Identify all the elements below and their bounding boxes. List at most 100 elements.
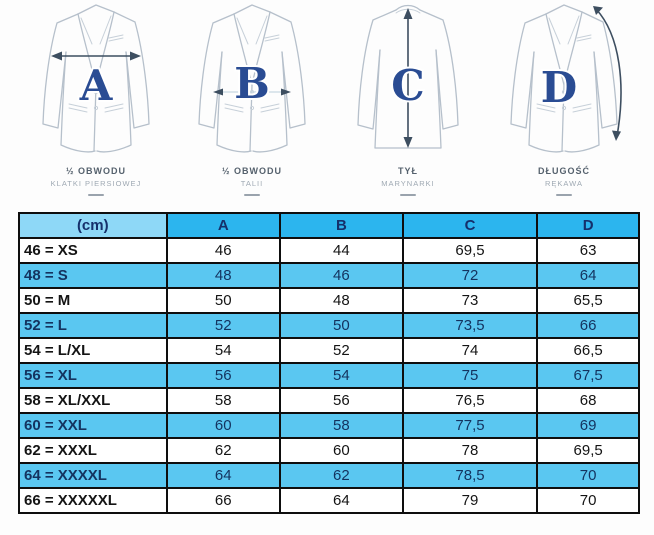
size-label: 48 = S — [18, 262, 168, 289]
table-row: 46 = XS 46 44 69,5 63 — [18, 237, 640, 264]
jacket-back-diagram-c: C — [357, 4, 459, 149]
figure-caption: ½ OBWODU TALII — [222, 167, 282, 196]
size-cell: 69,5 — [536, 437, 640, 464]
table-row: 62 = XXXL 62 60 78 69,5 — [18, 437, 640, 464]
unit-header-cell: (cm) — [18, 212, 168, 239]
table-row: 56 = XL 56 54 75 67,5 — [18, 362, 640, 389]
size-cell: 73 — [401, 287, 539, 314]
figure-caption: DŁUGOŚĆ RĘKAWA — [538, 167, 590, 196]
size-cell: 60 — [279, 437, 404, 464]
size-cell: 70 — [536, 487, 640, 514]
table-row: 60 = XXL 60 58 77,5 69 — [18, 412, 640, 439]
figure-caption: ½ OBWODU KLATKI PIERSIOWEJ — [51, 167, 142, 196]
caption-dash — [243, 193, 260, 196]
size-label: 60 = XXL — [18, 412, 168, 439]
size-cell: 69 — [536, 412, 640, 439]
column-header-b: B — [279, 212, 404, 239]
caption-title: ½ OBWODU — [65, 166, 126, 176]
size-cell: 78,5 — [401, 462, 539, 489]
caption-dash — [87, 193, 104, 196]
size-label: 52 = L — [18, 312, 168, 339]
size-cell: 66 — [536, 312, 640, 339]
back-length-arrow — [403, 8, 413, 148]
figure-letter-a: A — [79, 61, 114, 110]
size-cell: 54 — [279, 362, 404, 389]
caption-title: TYŁ — [398, 166, 418, 176]
figure-caption: TYŁ MARYNARKI — [381, 167, 434, 196]
size-cell: 46 — [165, 237, 282, 264]
size-cell: 72 — [401, 262, 539, 289]
size-label: 58 = XL/XXL — [18, 387, 168, 414]
column-header-c: C — [401, 212, 539, 239]
size-cell: 74 — [401, 337, 539, 364]
table-header-row: (cm) A B C D — [18, 212, 640, 239]
size-cell: 52 — [165, 312, 282, 339]
size-cell: 50 — [279, 312, 404, 339]
figure-letter-c: C — [391, 61, 424, 110]
jacket-front-diagram-a: A — [42, 4, 150, 153]
sleeve-length-arrow — [593, 6, 622, 141]
size-cell: 54 — [165, 337, 282, 364]
size-cell: 70 — [536, 462, 640, 489]
figure-back-length: C TYŁ MARYNARKI — [332, 0, 484, 205]
size-label: 62 = XXXL — [18, 437, 168, 464]
size-cell: 58 — [279, 412, 404, 439]
size-label: 54 = L/XL — [18, 337, 168, 364]
size-cell: 66 — [165, 487, 282, 514]
figure-chest: A ½ OBWODU KLATKI PIERSIOWEJ — [20, 0, 172, 205]
size-cell: 56 — [165, 362, 282, 389]
figure-waist: B ½ OBWODU TALII — [176, 0, 328, 205]
size-cell: 48 — [279, 287, 404, 314]
size-cell: 48 — [165, 262, 282, 289]
size-cell: 67,5 — [536, 362, 640, 389]
caption-dash — [400, 193, 416, 196]
size-label: 64 = XXXXL — [18, 462, 168, 489]
measurement-figures: A ½ OBWODU KLATKI PIERSIOWEJ — [20, 0, 640, 205]
caption-subtitle: RĘKAWA — [545, 179, 583, 188]
size-cell: 46 — [279, 262, 404, 289]
size-cell: 64 — [165, 462, 282, 489]
size-cell: 77,5 — [401, 412, 539, 439]
size-table: (cm) A B C D 46 = XS 46 44 69,5 63 48 = … — [18, 212, 640, 514]
figure-letter-d: D — [541, 63, 577, 112]
size-cell: 65,5 — [536, 287, 640, 314]
figure-letter-b: B — [234, 59, 270, 108]
column-header-d: D — [536, 212, 640, 239]
caption-title: DŁUGOŚĆ — [538, 166, 590, 176]
size-cell: 60 — [165, 412, 282, 439]
table-row: 58 = XL/XXL 58 56 76,5 68 — [18, 387, 640, 414]
size-cell: 63 — [536, 237, 640, 264]
table-row: 50 = M 50 48 73 65,5 — [18, 287, 640, 314]
size-label: 46 = XS — [18, 237, 168, 264]
table-row: 64 = XXXXL 64 62 78,5 70 — [18, 462, 640, 489]
jacket-front-diagram-d: D — [510, 4, 622, 153]
size-cell: 78 — [401, 437, 539, 464]
jacket-front-diagram-b: B — [198, 4, 306, 153]
size-cell: 69,5 — [401, 237, 539, 264]
size-cell: 75 — [401, 362, 539, 389]
table-row: 54 = L/XL 54 52 74 66,5 — [18, 337, 640, 364]
size-cell: 79 — [401, 487, 539, 514]
caption-subtitle: MARYNARKI — [381, 179, 435, 188]
table-row: 52 = L 52 50 73,5 66 — [18, 312, 640, 339]
size-label: 50 = M — [18, 287, 168, 314]
column-header-a: A — [165, 212, 282, 239]
caption-subtitle: TALII — [240, 179, 264, 188]
chest-width-arrow — [51, 51, 141, 61]
caption-subtitle: KLATKI PIERSIOWEJ — [50, 179, 142, 188]
size-cell: 62 — [279, 462, 404, 489]
size-cell: 56 — [279, 387, 404, 414]
size-cell: 50 — [165, 287, 282, 314]
size-cell: 52 — [279, 337, 404, 364]
size-cell: 58 — [165, 387, 282, 414]
size-cell: 76,5 — [401, 387, 539, 414]
size-cell: 68 — [536, 387, 640, 414]
table-row: 66 = XXXXXL 66 64 79 70 — [18, 487, 640, 514]
caption-dash — [556, 193, 572, 196]
size-label: 56 = XL — [18, 362, 168, 389]
size-cell: 64 — [536, 262, 640, 289]
size-label: 66 = XXXXXL — [18, 487, 168, 514]
size-cell: 62 — [165, 437, 282, 464]
size-cell: 73,5 — [401, 312, 539, 339]
waist-width-arrow — [213, 88, 291, 96]
